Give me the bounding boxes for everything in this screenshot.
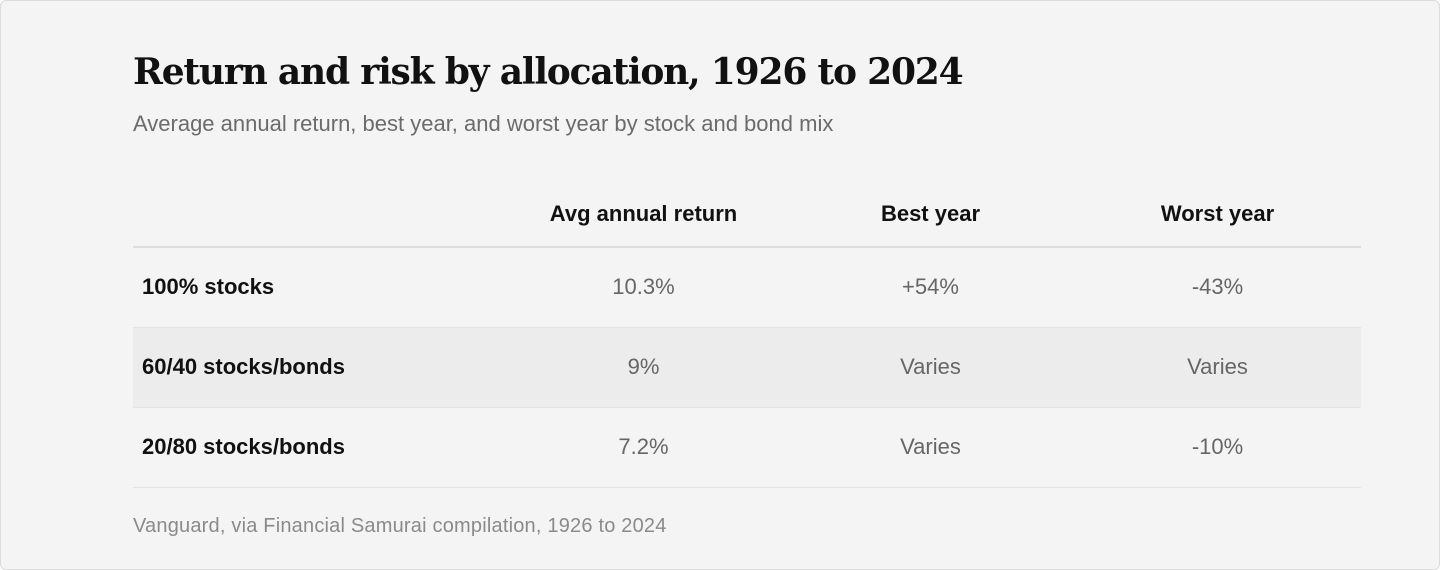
- column-header-avg-return: Avg annual return: [500, 182, 787, 248]
- row-label: 100% stocks: [133, 247, 500, 328]
- column-header-label: [133, 182, 500, 248]
- avg-return-cell: 10.3%: [500, 247, 787, 328]
- table-header-row: Avg annual return Best year Worst year: [133, 182, 1361, 248]
- column-header-best-year: Best year: [787, 182, 1074, 248]
- chart-subtitle: Average annual return, best year, and wo…: [133, 111, 834, 136]
- row-label: 60/40 stocks/bonds: [133, 327, 500, 408]
- chart-title: Return and risk by allocation, 1926 to 2…: [133, 51, 964, 93]
- column-header-worst-year: Worst year: [1074, 182, 1361, 248]
- source-note: Vanguard, via Financial Samurai compilat…: [133, 515, 667, 537]
- row-label: 20/80 stocks/bonds: [133, 407, 500, 488]
- data-table: Avg annual return Best year Worst year 1…: [133, 182, 1361, 488]
- avg-return-cell: 7.2%: [500, 407, 787, 488]
- avg-return-cell: 9%: [500, 327, 787, 408]
- best-year-cell: Varies: [787, 327, 1074, 408]
- best-year-cell: +54%: [787, 247, 1074, 328]
- worst-year-cell: -43%: [1074, 247, 1361, 328]
- table-row: 20/80 stocks/bonds 7.2% Varies -10%: [133, 407, 1361, 488]
- table-row: 60/40 stocks/bonds 9% Varies Varies: [133, 327, 1361, 408]
- best-year-cell: Varies: [787, 407, 1074, 488]
- worst-year-cell: Varies: [1074, 327, 1361, 408]
- worst-year-cell: -10%: [1074, 407, 1361, 488]
- table-row: 100% stocks 10.3% +54% -43%: [133, 247, 1361, 328]
